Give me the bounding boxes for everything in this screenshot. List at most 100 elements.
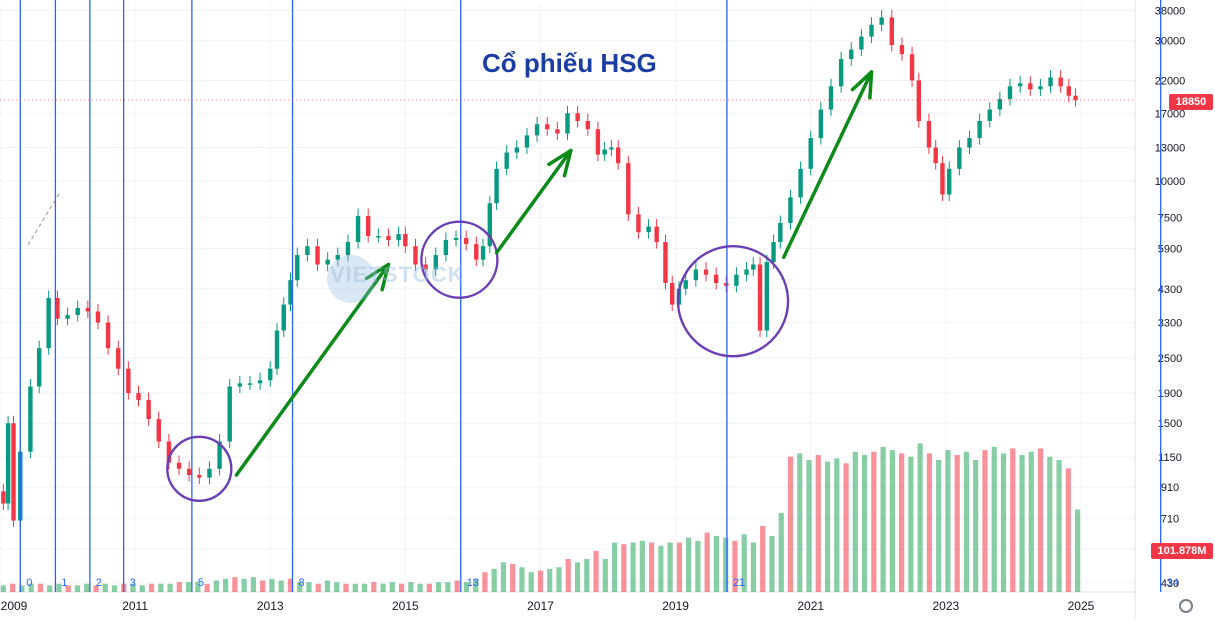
candle-body [1038,86,1043,90]
volume-bar [371,582,377,592]
candle-body [146,399,151,420]
volume-bar [797,453,803,592]
candle-body [818,109,824,139]
candle-body [585,120,590,130]
x-tick-label: 2017 [527,599,554,613]
x-tick-label: 2021 [797,599,824,613]
volume-bar [250,577,257,592]
volume-bar [278,580,284,592]
candle-body [636,214,641,233]
volume-bar [843,463,849,592]
volume-bar [658,545,664,592]
volume-bar [195,582,201,592]
trend-arrow [234,262,391,477]
volume-bar [334,582,340,592]
volume-bar [621,544,627,592]
volume-bar [926,453,933,592]
x-tick-label: 2019 [662,599,689,613]
volume-bar [287,578,294,592]
x-tick-label: 2023 [932,599,959,613]
volume-bar [297,582,303,592]
candle-body [480,246,486,260]
y-tick-label: 4300 [1158,284,1182,296]
trend-arrow-head [364,262,391,292]
candle-body [764,262,770,331]
volume-bar [667,542,673,592]
candle-body [453,237,459,240]
volume-bar [482,572,488,592]
volume-bar [899,453,905,592]
candle-body [156,419,161,442]
volume-bar [130,583,136,592]
volume-bar [1047,456,1053,592]
candle-body [555,129,560,134]
volume-bar [408,582,414,592]
volume-bar [158,583,164,592]
volume-bar [1010,448,1016,592]
y-tick-label: 910 [1161,482,1179,494]
candle-body [46,298,51,349]
volume-bar [611,542,618,592]
cycle-line-label: 5 [198,577,204,589]
volume-bar [880,446,886,592]
volume-bar [778,512,784,592]
candle-body [1066,86,1071,96]
candle-body [514,147,520,153]
x-tick-label: 2011 [122,599,148,613]
volume-bar [93,585,99,592]
candle-body [281,304,286,331]
candle-body [295,255,300,281]
candle-body [1017,83,1023,87]
candle-body [474,244,479,260]
volume-bar [954,455,960,592]
candle-body [654,226,659,243]
candle-body [734,274,739,286]
candle-body [838,59,844,87]
volume-bar [148,583,155,592]
y-tick-label: 13000 [1155,143,1186,155]
volume-bar [537,570,544,592]
settings-gear-icon[interactable] [1179,599,1193,613]
volume-bar [908,456,914,592]
candle-body [987,109,992,121]
cycle-line-label: 3 [130,577,136,589]
candle-body [105,322,111,349]
volume-bar [315,583,321,592]
volume-bar [426,583,432,592]
candle-body [744,269,749,275]
volume-bar [852,451,858,592]
volume-bar [139,585,145,592]
volume-bar [982,450,988,592]
volume-bar [1056,460,1062,592]
candle-body [1,491,6,504]
trend-arrow-head [547,148,573,178]
candle-body [305,246,310,256]
volume-bar [602,559,608,592]
candle-body [268,368,273,381]
volume-bar [213,580,219,592]
watermark-logo-icon [327,255,375,303]
volume-bar [686,537,692,592]
volume-bar [547,568,553,592]
volume-bar [695,540,701,592]
volume-bar [343,583,349,592]
candle-body [926,120,932,148]
candle-body [494,168,499,204]
candle-body [808,138,813,169]
candle-body [1058,77,1063,87]
volume-bar [713,535,720,592]
volume-bar [574,562,581,592]
candle-body [166,441,172,463]
y-tick-label: 30000 [1155,36,1186,48]
candle-body [1028,83,1033,90]
volume-bar [445,582,451,592]
y-tick-label: 22000 [1155,75,1186,87]
volume-bar [500,562,507,592]
x-tick-label: 2025 [1068,599,1095,613]
candle-body [403,234,408,247]
candle-body [365,216,371,237]
candle-body [197,475,202,478]
volume-bar [584,559,590,592]
candle-body [940,163,945,195]
